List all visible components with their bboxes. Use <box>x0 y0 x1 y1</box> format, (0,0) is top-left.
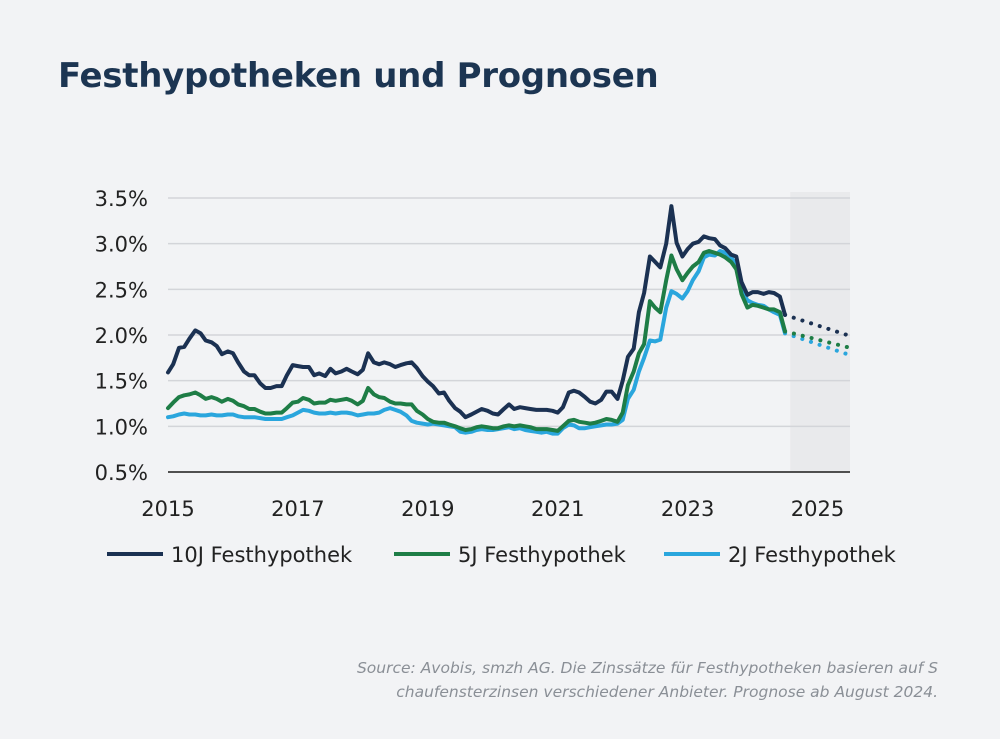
forecast-line-5j <box>783 329 852 350</box>
x-tick-label: 2017 <box>271 497 324 521</box>
y-tick-label: 1.0% <box>95 415 148 439</box>
series-line-5j <box>166 249 787 433</box>
y-tick-label: 2.5% <box>95 278 148 302</box>
series-line-2j <box>166 249 787 436</box>
legend-label: 2J Festhypothek <box>728 543 897 567</box>
y-tick-label: 3.5% <box>95 187 148 211</box>
chart-title: Festhypotheken und Prognosen <box>58 56 659 96</box>
legend-label: 5J Festhypothek <box>458 543 627 567</box>
x-tick-label: 2025 <box>791 497 844 521</box>
x-tick-label: 2015 <box>141 497 194 521</box>
legend-label: 10J Festhypothek <box>171 543 353 567</box>
x-tick-label: 2023 <box>661 497 714 521</box>
x-tick-label: 2021 <box>531 497 584 521</box>
x-tick-label: 2019 <box>401 497 454 521</box>
y-tick-label: 2.0% <box>95 324 148 348</box>
y-tick-label: 3.0% <box>95 233 148 257</box>
source-note: Source: Avobis, smzh AG. Die Zinssätze f… <box>238 656 938 704</box>
source-line-1: Source: Avobis, smzh AG. Die Zinssätze f… <box>356 659 938 677</box>
y-tick-label: 0.5% <box>95 461 148 485</box>
forecast-region <box>790 192 850 472</box>
y-tick-label: 1.5% <box>95 370 148 394</box>
source-line-2: chaufensterzinsen verschiedener Anbieter… <box>396 683 938 701</box>
series-line-10j <box>166 204 787 420</box>
line-chart: 0.5% 1.0% 1.5% 2.0% 2.5% 3.0% 3.5% 2015 2017 2019… <box>95 187 897 567</box>
